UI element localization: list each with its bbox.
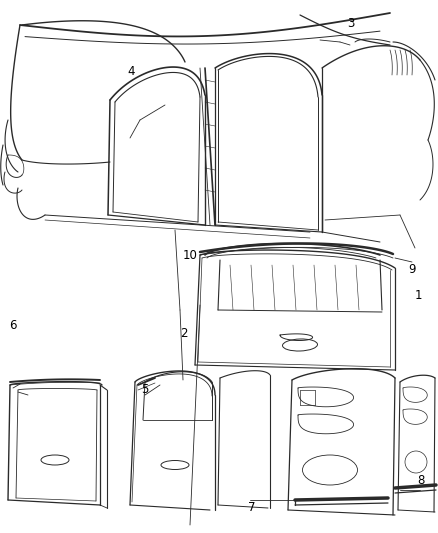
Text: 1: 1 (414, 289, 422, 302)
Text: 10: 10 (183, 249, 198, 262)
Text: 7: 7 (248, 501, 256, 514)
Text: 8: 8 (417, 474, 424, 487)
Text: 2: 2 (180, 327, 188, 340)
Text: 9: 9 (408, 263, 416, 276)
Text: 6: 6 (9, 319, 17, 332)
Text: 3: 3 (347, 18, 354, 30)
Text: 5: 5 (141, 383, 148, 395)
Text: 4: 4 (127, 66, 135, 78)
